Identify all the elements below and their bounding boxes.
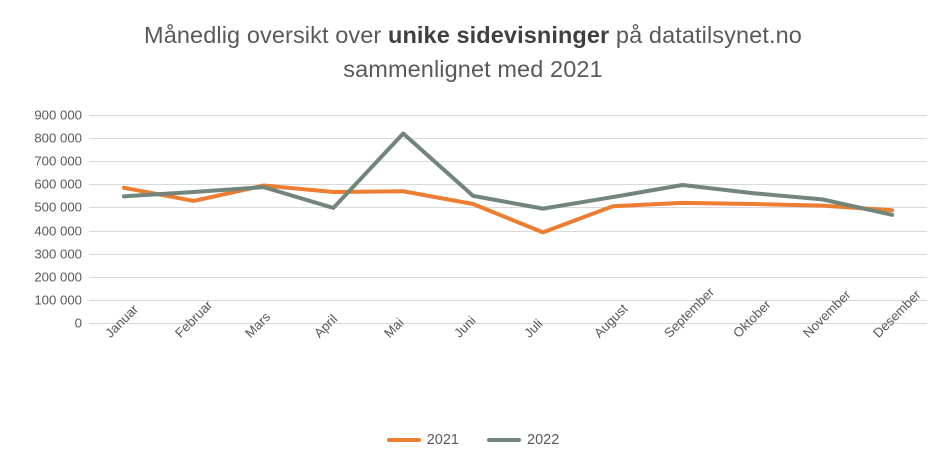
y-axis-tick-label: 400 000 (34, 223, 82, 239)
gridline (89, 115, 927, 116)
y-axis: 900 000 800 000 700 000 600 000 500 000 400 0… (0, 0, 82, 476)
legend-swatch-icon (487, 438, 521, 442)
y-axis-tick-label: 0 (74, 315, 82, 331)
y-axis-tick-label: 800 000 (34, 130, 82, 146)
chart-title-part-bold: unike sidevisninger (387, 22, 610, 48)
gridline (89, 184, 927, 186)
y-axis-tick-label: 300 000 (34, 246, 82, 262)
chart-title-part-pre: Månedlig oversikt over (144, 22, 388, 48)
series-line-2022 (121, 131, 895, 217)
legend-item-2022[interactable]: 2022 (487, 432, 559, 448)
gridline (89, 138, 927, 140)
legend-label: 2021 (426, 432, 459, 448)
y-axis-tick-label: 600 000 (34, 176, 82, 192)
y-axis-tick-label: 200 000 (34, 269, 82, 285)
chart-title-line-1: Månedlig oversikt over unike sidevisning… (144, 22, 802, 48)
gridline (89, 253, 927, 255)
legend-label: 2022 (527, 432, 560, 448)
legend-item-2021[interactable]: 2021 (386, 432, 459, 448)
gridline (89, 230, 927, 232)
chart-title-line-2: sammenlignet med 2021 (343, 56, 603, 82)
y-axis-tick-label: 500 000 (34, 199, 82, 215)
chart-title-part-post: på datatilsynet.no (609, 22, 802, 48)
series-line-2021 (121, 183, 895, 235)
gridline (89, 299, 927, 301)
x-axis-line (89, 323, 927, 324)
y-axis-tick-label: 100 000 (34, 292, 82, 308)
gridline (89, 207, 927, 209)
gridline (89, 161, 927, 163)
gridline (89, 276, 927, 278)
legend-swatch-icon (386, 438, 421, 442)
y-axis-tick-label: 700 000 (34, 153, 82, 169)
chart-title: Månedlig oversikt over unike sidevisning… (0, 18, 946, 86)
chart-legend: 2021 2022 (0, 432, 946, 448)
y-axis-tick-label: 900 000 (34, 107, 82, 123)
